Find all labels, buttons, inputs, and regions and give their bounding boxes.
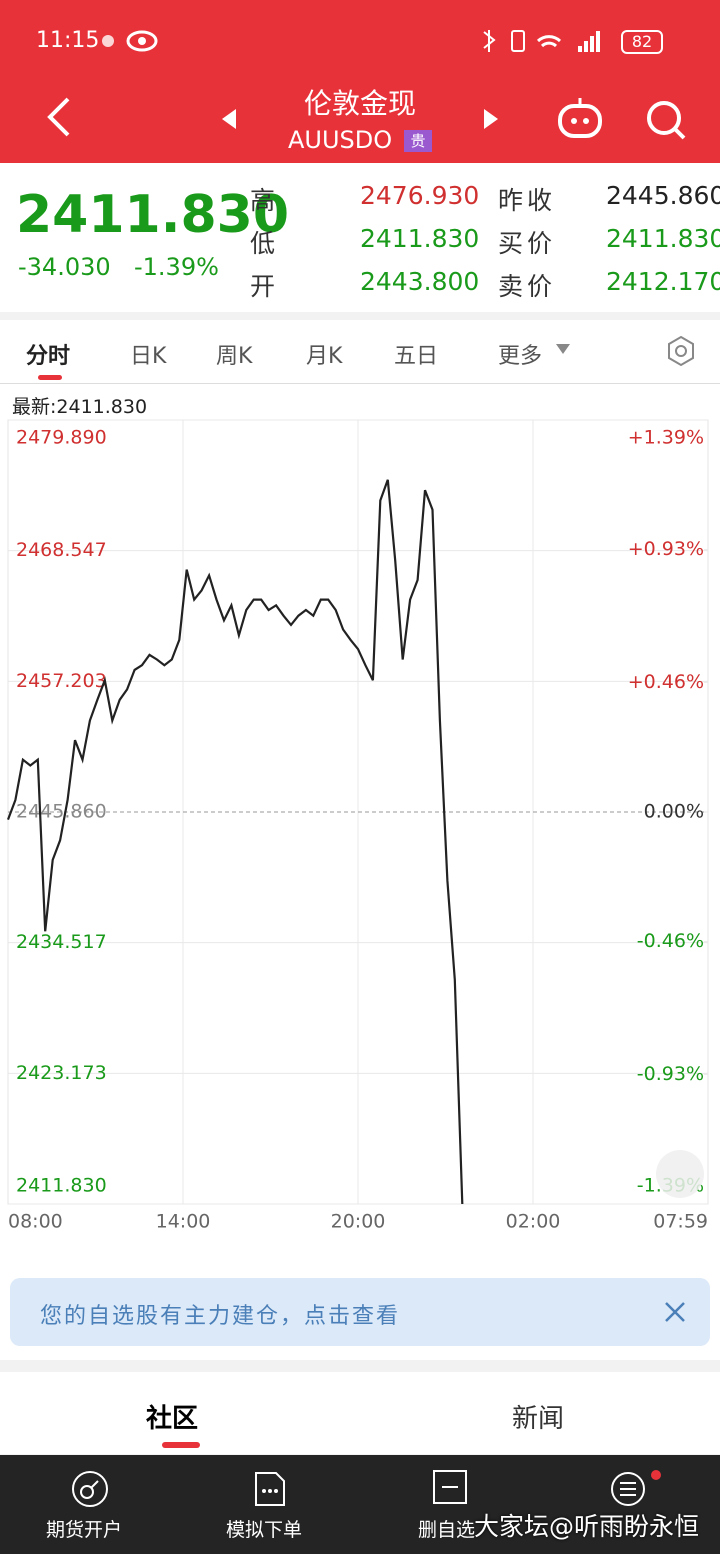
quote-label: 买价 [498,229,557,258]
y2-tick-label: -0.46% [637,930,704,952]
status-icons [483,30,600,52]
tab[interactable]: 分时 [26,344,71,369]
y-tick-label: 2423.173 [16,1062,107,1084]
price-line [6,479,464,1205]
nav-icon [255,1472,285,1506]
tab-caret [556,344,570,354]
nav-icon [611,1470,661,1506]
quote-label: 高 [250,186,280,215]
banner-text: 您的自选股有主力建仓，点击查看 [40,1304,401,1329]
quote-panel: 2411.830 -34.030 -1.39% 高 2476.930 昨收 2445.… [0,163,720,312]
quote-value: 2412.170 [606,267,720,296]
y2-tick-label: +0.93% [628,538,704,560]
search-button[interactable] [644,98,688,142]
quote-label: 开 [250,272,280,301]
change-pct: -1.39% [134,253,219,281]
nav-label[interactable]: 删自选 [418,1519,476,1541]
x-tick-label: 14:00 [156,1211,211,1233]
y-tick-label: 2457.203 [16,670,107,692]
tab[interactable]: 更多 [498,344,543,369]
y2-tick-label: 0.00% [644,801,704,823]
badge: 贵 [404,130,432,152]
tab-indicator [162,1442,200,1448]
watermark: 大家坛@听雨盼永恒 [474,1512,700,1541]
quote-value: 2476.930 [360,181,480,210]
nav-label[interactable]: 期货开户 [46,1519,123,1541]
y-tick-label: 2468.547 [16,539,107,561]
news-tabs: 社区 新闻 [0,1372,720,1454]
tab-community[interactable]: 社区 [146,1404,199,1434]
quote-value: 2445.860 [606,181,720,210]
banner-close[interactable] [664,1301,686,1323]
prev-button[interactable] [220,107,240,131]
status-icons [102,30,158,52]
x-tick-label: 07:59 [653,1211,708,1233]
tab[interactable]: 五日 [394,344,439,369]
y-tick-label: 2445.860 [16,801,107,823]
instrument-code: AUUSDO [288,126,393,154]
y2-tick-label: +1.39% [628,427,704,449]
status-time: 11:15 [36,28,100,53]
tab[interactable]: 日K [130,344,167,369]
quote-value: 2411.830 [606,224,720,253]
next-button[interactable] [480,107,500,131]
quote-label: 昨收 [498,186,557,215]
latest-label: 最新:2411.830 [12,396,148,418]
quote-value: 2411.830 [360,224,480,253]
nav-label[interactable]: 模拟下单 [226,1519,303,1541]
y2-tick-label: +0.46% [628,671,704,693]
tab-indicator [38,375,62,380]
last-price: 2411.830 [16,185,290,245]
battery: 82 [621,30,663,54]
tab-news[interactable]: 新闻 [512,1404,565,1434]
y2-tick-label: -0.93% [637,1063,704,1085]
y-tick-label: 2479.890 [16,427,107,449]
quote-value: 2443.800 [360,267,480,296]
tab[interactable]: 周K [216,344,253,369]
settings-button[interactable] [664,334,698,368]
nav-icon [433,1470,467,1504]
x-tick-label: 02:00 [506,1211,561,1233]
change: -34.030 [18,253,111,281]
banner[interactable]: 您的自选股有主力建仓，点击查看 [10,1278,710,1346]
instrument-name: 伦敦金现 [303,87,416,120]
bottom-nav: 期货开户 模拟下单 删自选 大家坛@听雨盼永恒 [0,1455,720,1554]
quote-label: 低 [250,229,280,258]
divider [0,383,720,384]
robot-button[interactable] [556,96,606,140]
x-tick-label: 20:00 [331,1211,386,1233]
chart: 08:00 14:00 20:00 02:00 07:59 2479.890 2468.54… [6,419,709,1233]
chart-panel: 分时 日K 周K 月K 五日 更多 最新:2411.830 [0,320,720,1360]
nav-icon [72,1471,108,1507]
fullscreen-button [656,1150,704,1198]
header: 11:15 82 伦敦金现 AUUSDO 贵 [0,0,720,163]
x-tick-label: 08:00 [8,1211,63,1233]
quote-label: 卖价 [498,272,557,301]
y-tick-label: 2411.830 [16,1175,107,1197]
y-tick-label: 2434.517 [16,931,107,953]
back-button[interactable] [40,95,80,139]
tab[interactable]: 月K [306,344,343,369]
